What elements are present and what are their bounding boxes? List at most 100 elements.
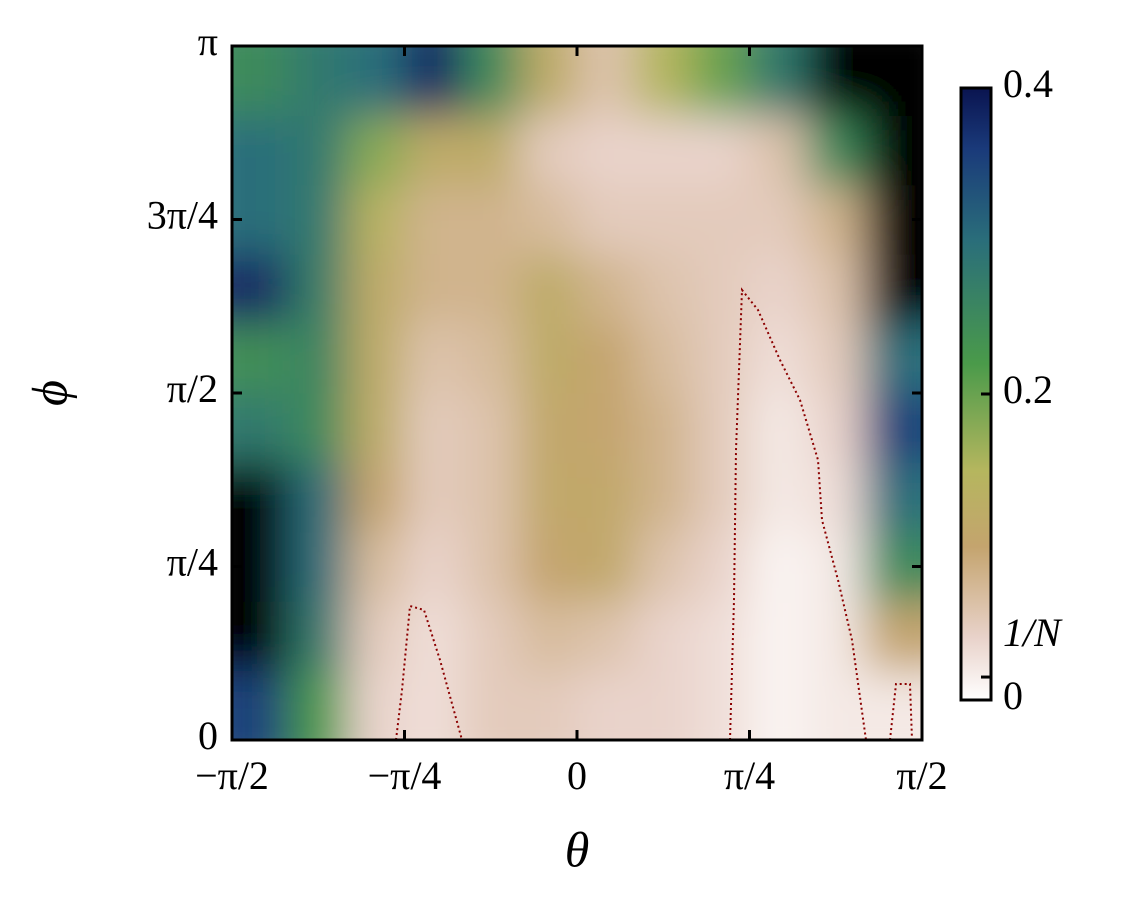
heat-cell	[289, 601, 348, 672]
heat-cell	[807, 254, 865, 325]
heat-cell	[864, 323, 922, 394]
heat-cell	[634, 531, 693, 602]
heat-cell	[577, 462, 635, 533]
y-tick-label: π/2	[167, 366, 218, 411]
heat-cell	[692, 254, 750, 325]
heat-cell	[462, 531, 520, 602]
heat-cell	[807, 46, 865, 116]
heat-cell	[634, 670, 693, 740]
heat-cell	[749, 462, 808, 533]
heat-cell	[347, 393, 405, 463]
heat-cell	[864, 115, 922, 186]
heat-cell	[692, 462, 750, 533]
heat-cell	[404, 462, 463, 533]
heat-cell	[289, 46, 348, 116]
heat-cell	[347, 46, 405, 116]
colorbar-tick-label: 0.4	[1003, 61, 1053, 106]
heat-cell	[404, 670, 463, 740]
x-tick-label: −π/4	[368, 753, 442, 798]
heat-cell	[462, 601, 520, 672]
heat-cell	[634, 46, 693, 116]
x-tick-label: π/4	[724, 753, 775, 798]
heat-cell	[692, 601, 750, 672]
heat-cell	[577, 323, 635, 394]
heat-cell	[864, 601, 922, 672]
heat-cell	[519, 323, 578, 394]
heat-cell	[577, 46, 635, 116]
heat-cell	[634, 254, 693, 325]
heat-cell	[289, 323, 348, 394]
heat-cell	[289, 531, 348, 602]
heat-cell	[289, 670, 348, 740]
heat-cell	[404, 323, 463, 394]
contours	[395, 287, 913, 740]
y-axis-label: ϕ	[21, 380, 77, 406]
heat-cell	[462, 462, 520, 533]
heat-cell	[692, 184, 750, 255]
heat-cell	[404, 184, 463, 255]
y-tick-label: π/4	[167, 540, 218, 585]
heat-cell	[289, 254, 348, 325]
heat-cell	[634, 323, 693, 394]
heat-cell	[749, 531, 808, 602]
heat-cell	[807, 462, 865, 533]
heat-cell	[462, 670, 520, 740]
colorbar-tick-label: 1/N	[1003, 610, 1063, 655]
heat-cell	[289, 184, 348, 255]
heat-cell	[232, 462, 290, 533]
heat-cell	[347, 601, 405, 672]
y-tick-label: 0	[198, 713, 218, 758]
heat-cell	[519, 46, 578, 116]
heat-cell	[749, 670, 808, 740]
heat-cell	[404, 254, 463, 325]
heat-cell	[634, 462, 693, 533]
heat-cell	[347, 531, 405, 602]
y-tick-label: 3π/4	[147, 193, 218, 238]
heat-cell	[519, 462, 578, 533]
heat-cell	[347, 462, 405, 533]
heat-cell	[462, 115, 520, 186]
heat-cell	[807, 393, 865, 463]
heat-cell	[404, 531, 463, 602]
heat-cell	[577, 184, 635, 255]
heat-cell	[634, 601, 693, 672]
heat-cell	[864, 254, 922, 325]
heat-cell	[462, 393, 520, 463]
heat-cell	[749, 184, 808, 255]
heat-cell	[519, 531, 578, 602]
colorbar-tick-label: 0	[1003, 673, 1023, 718]
x-tick-label: −π/2	[195, 753, 269, 798]
heat-cell	[634, 184, 693, 255]
heat-cell	[232, 323, 290, 394]
heat-cell	[577, 115, 635, 186]
heat-cell	[347, 115, 405, 186]
heat-cell	[692, 531, 750, 602]
heat-cell	[692, 115, 750, 186]
heat-cell	[232, 254, 290, 325]
heat-cell	[692, 46, 750, 116]
heat-cell	[232, 46, 290, 116]
heat-cell	[749, 115, 808, 186]
heat-cell	[807, 184, 865, 255]
heat-cell	[289, 393, 348, 463]
heat-cell	[519, 184, 578, 255]
heat-cell	[634, 115, 693, 186]
heat-cell	[462, 254, 520, 325]
heat-cell	[462, 323, 520, 394]
heat-cell	[404, 46, 463, 116]
heat-cell	[232, 601, 290, 672]
heat-cell	[519, 254, 578, 325]
heat-cell	[577, 531, 635, 602]
heat-cell	[807, 115, 865, 186]
heat-cell	[749, 46, 808, 116]
heat-cell	[404, 115, 463, 186]
contour-line	[729, 287, 867, 740]
heat-cell	[289, 115, 348, 186]
y-tick-label: π	[198, 19, 218, 64]
heatmap-cells	[232, 46, 922, 740]
heat-cell	[749, 254, 808, 325]
heat-cell	[692, 393, 750, 463]
heat-cell	[289, 462, 348, 533]
heat-cell	[462, 184, 520, 255]
